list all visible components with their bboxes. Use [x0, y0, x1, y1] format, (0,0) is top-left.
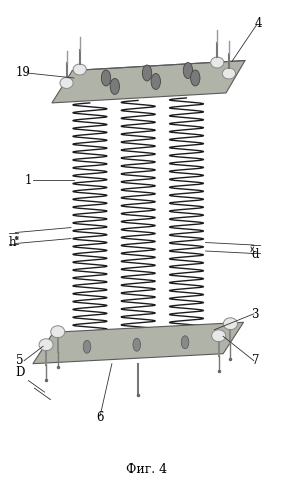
- Ellipse shape: [60, 78, 73, 88]
- Text: 1: 1: [25, 174, 32, 186]
- Ellipse shape: [51, 326, 65, 338]
- Text: Фиг. 4: Фиг. 4: [126, 463, 168, 476]
- Text: 19: 19: [15, 66, 30, 80]
- Text: 6: 6: [96, 410, 104, 424]
- Ellipse shape: [39, 339, 53, 350]
- Text: 5: 5: [16, 354, 24, 367]
- Text: h: h: [9, 236, 16, 249]
- Circle shape: [142, 65, 152, 81]
- Circle shape: [151, 74, 161, 90]
- Text: 3: 3: [251, 308, 259, 322]
- Ellipse shape: [212, 330, 226, 342]
- Polygon shape: [52, 60, 245, 103]
- Circle shape: [110, 78, 119, 94]
- Text: 4: 4: [254, 16, 262, 30]
- Text: 7: 7: [251, 354, 259, 367]
- Circle shape: [183, 62, 193, 78]
- Circle shape: [133, 338, 141, 351]
- Ellipse shape: [73, 64, 86, 75]
- Text: d: d: [251, 248, 259, 262]
- Ellipse shape: [222, 68, 235, 79]
- Text: D: D: [15, 366, 24, 378]
- Circle shape: [191, 70, 200, 86]
- Ellipse shape: [211, 57, 224, 68]
- Ellipse shape: [223, 318, 238, 330]
- Circle shape: [181, 336, 189, 348]
- Polygon shape: [33, 322, 243, 364]
- Circle shape: [83, 340, 91, 353]
- Circle shape: [101, 70, 111, 86]
